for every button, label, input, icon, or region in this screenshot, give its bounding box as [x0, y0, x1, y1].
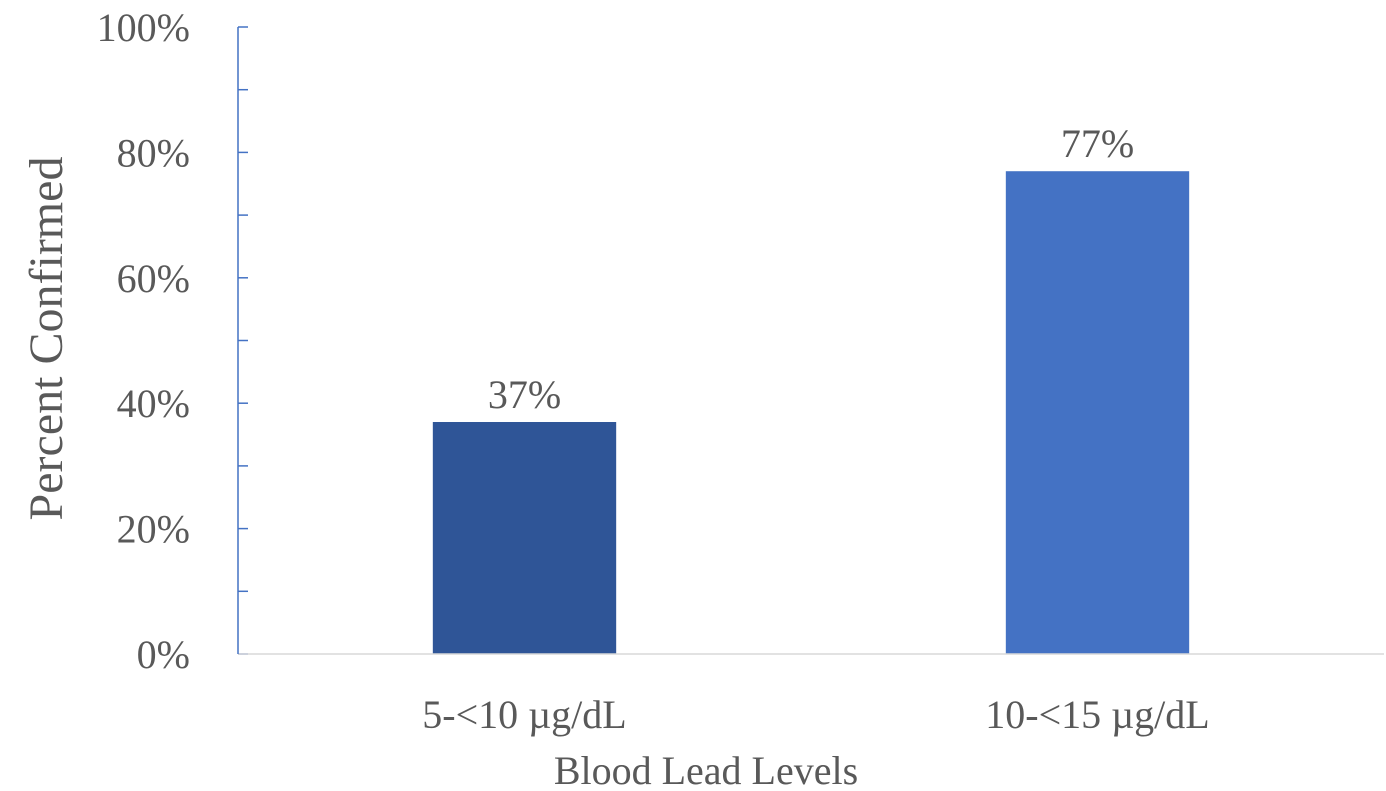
- bar-data-label: 77%: [1061, 121, 1134, 166]
- y-axis-ticks: [238, 26, 248, 655]
- y-axis-tick-labels: 0% 20% 40% 60% 80% 100%: [97, 5, 190, 677]
- bars: [432, 171, 1190, 654]
- x-category-label: 5-<10 µg/dL: [422, 692, 626, 737]
- bar-data-label: 37%: [488, 372, 561, 417]
- x-category-label: 10-<15 µg/dL: [985, 692, 1209, 737]
- y-axis-title: Percent Confirmed: [20, 157, 73, 521]
- x-axis-title: Blood Lead Levels: [554, 748, 858, 791]
- y-tick-label: 100%: [97, 5, 190, 50]
- bar: [432, 422, 617, 654]
- data-labels: 37% 77%: [488, 121, 1134, 417]
- y-tick-label: 40%: [117, 381, 190, 426]
- y-tick-label: 80%: [117, 130, 190, 175]
- bar: [1005, 171, 1190, 654]
- y-tick-label: 60%: [117, 256, 190, 301]
- y-tick-label: 20%: [117, 507, 190, 552]
- y-tick-label: 0%: [137, 632, 190, 677]
- x-axis-category-labels: 5-<10 µg/dL 10-<15 µg/dL: [422, 692, 1209, 737]
